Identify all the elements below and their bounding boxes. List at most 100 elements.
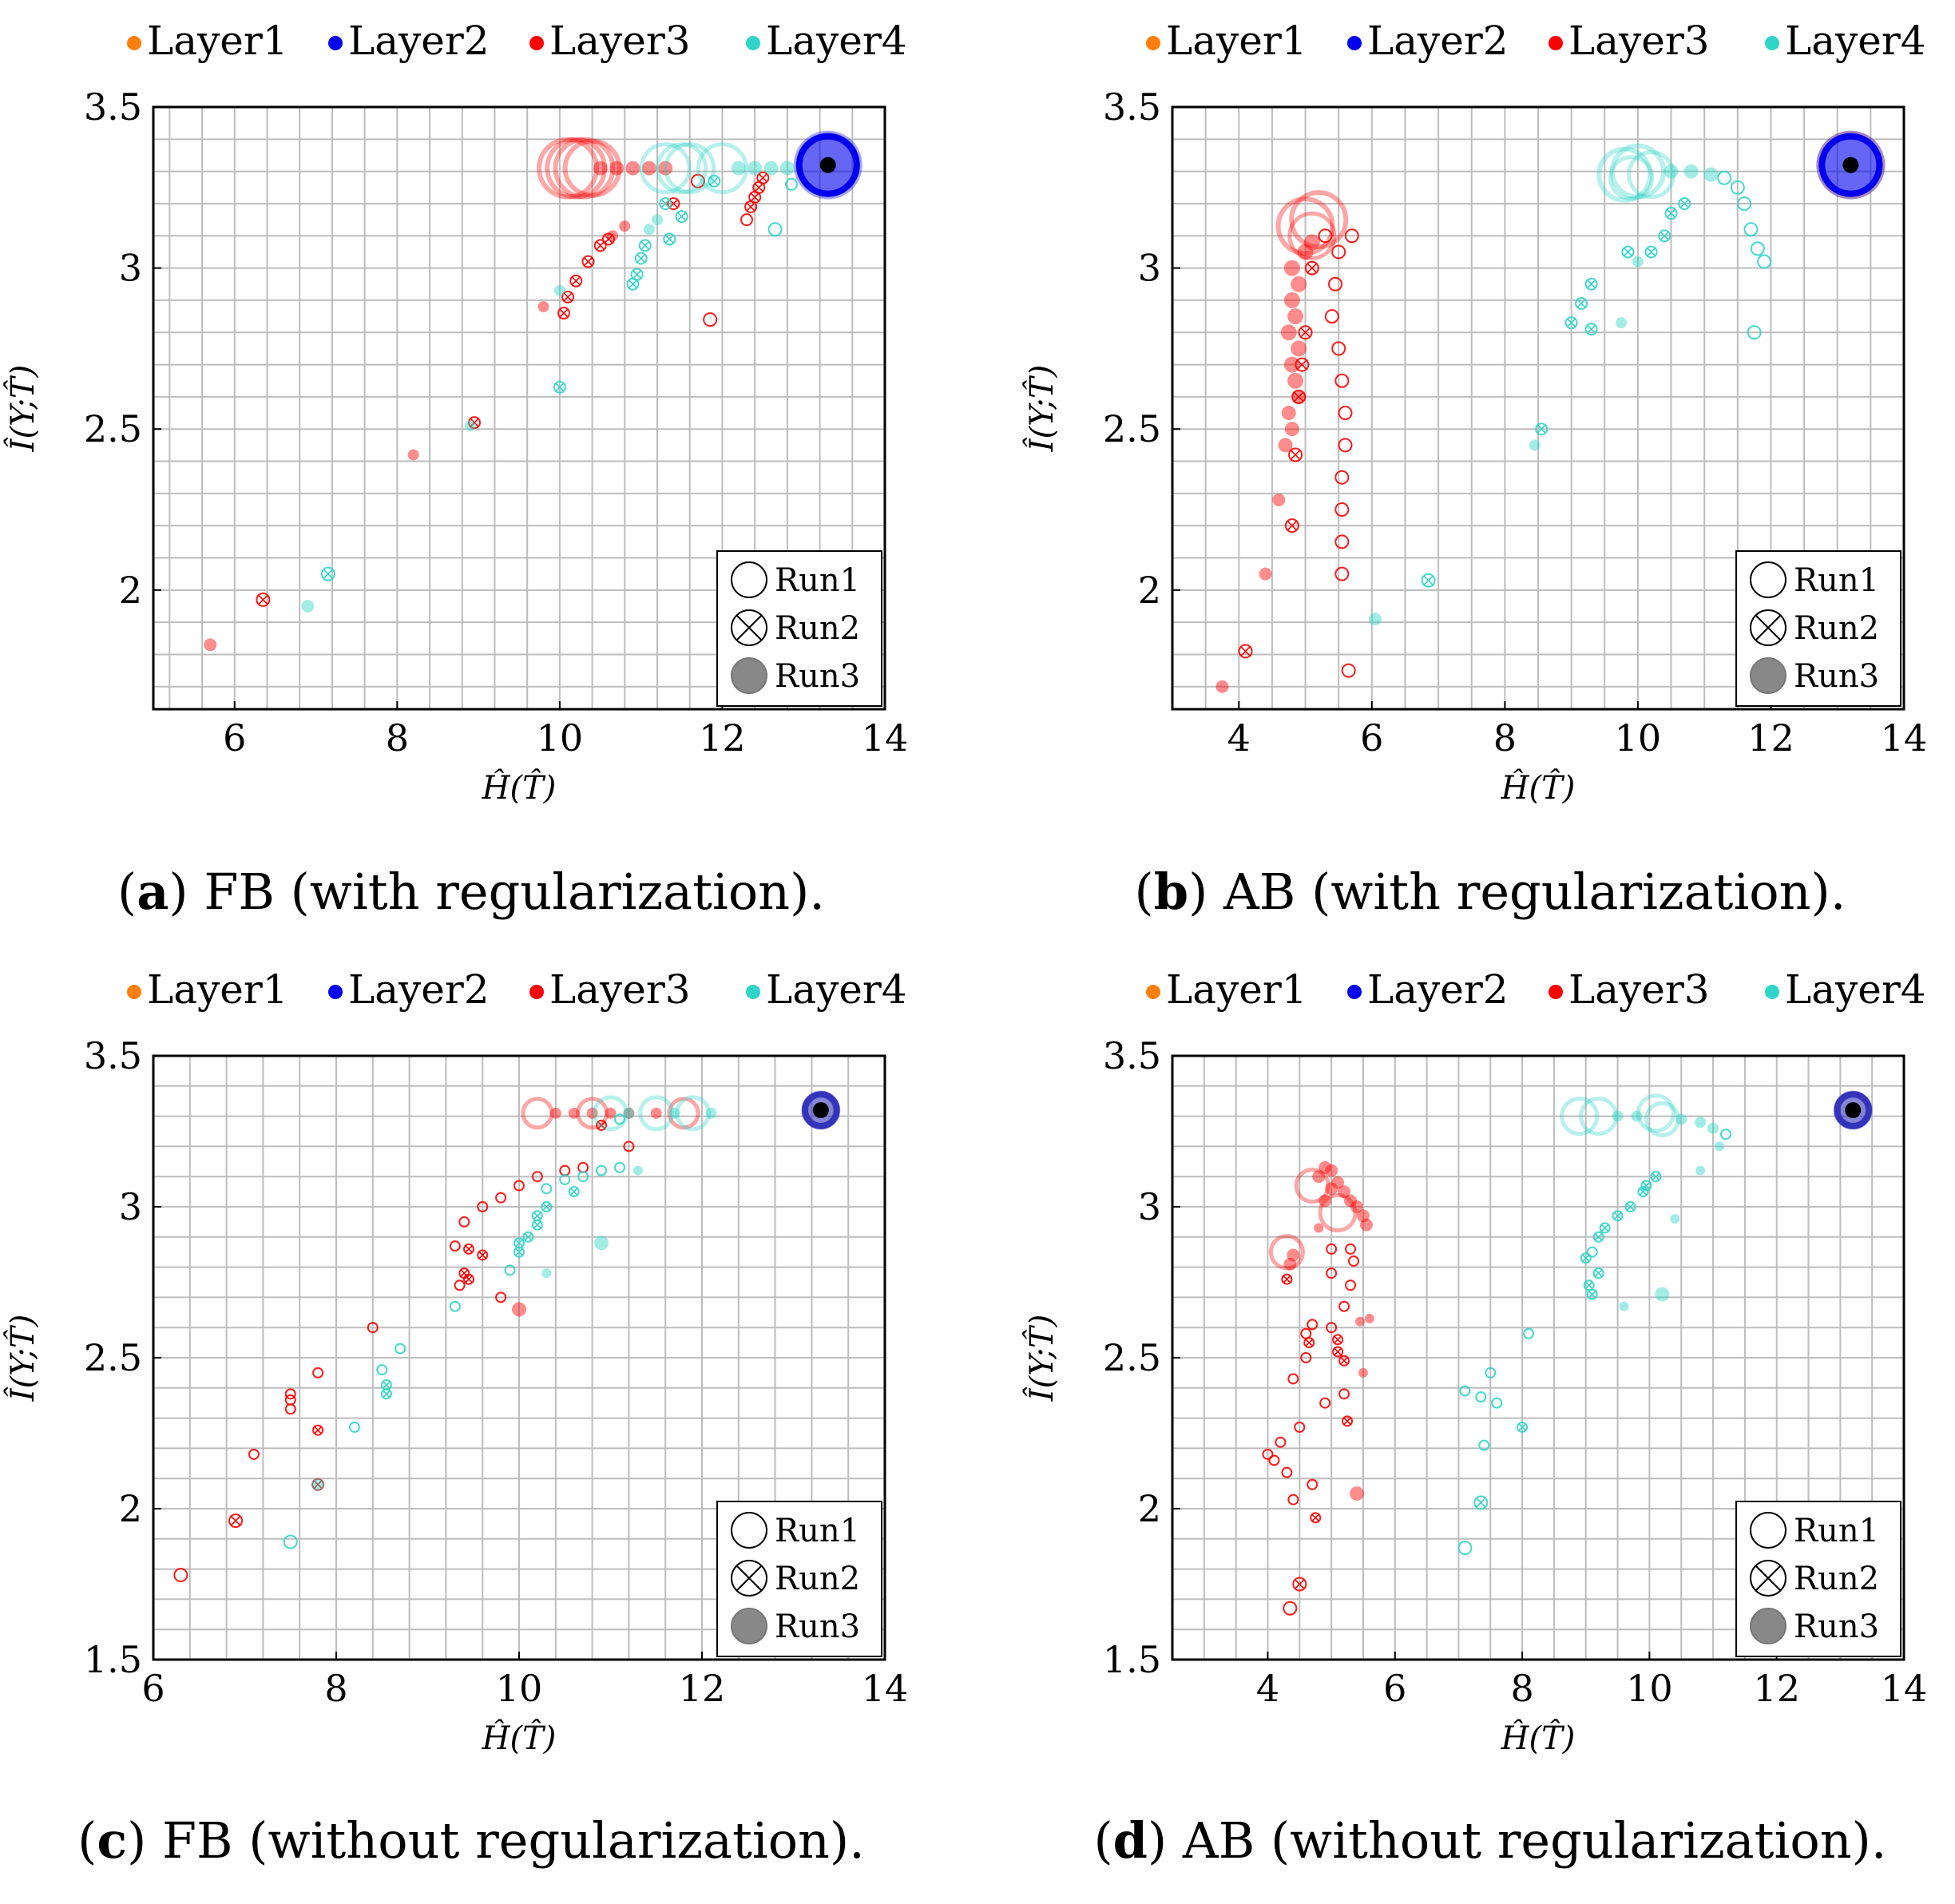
data-point (1287, 211, 1337, 260)
data-point (1338, 438, 1353, 453)
legend-label: Layer2 (1367, 18, 1509, 64)
caption-paren-close: ) (169, 863, 188, 921)
data-point (1326, 1267, 1338, 1279)
data-point (663, 232, 676, 246)
caption-paren-open: ( (1093, 1811, 1112, 1870)
data-point (380, 1388, 392, 1400)
data-point (1421, 573, 1436, 588)
data-point (1334, 534, 1350, 549)
x-axis: 4 6 8 10 12 14 Ĥ(T̂) (1256, 1652, 1927, 1757)
layer-legend: Layer1 Layer2 Layer3 Layer4 (127, 18, 907, 64)
data-point (1564, 316, 1578, 330)
data-point (1359, 1218, 1373, 1232)
data-point (623, 1140, 635, 1152)
run-legend-item: Run2 (731, 609, 860, 647)
data-point (1609, 143, 1666, 200)
end-marker-center (1845, 1102, 1862, 1119)
data-point (1310, 1512, 1322, 1524)
caption-paren-close: ) (1148, 1811, 1167, 1870)
data-point (1283, 1257, 1297, 1271)
y-axis: 2 2.5 3 3.5 Î(Y;T̂) (4, 85, 161, 612)
data-point (1338, 1355, 1350, 1367)
data-point (1332, 1334, 1344, 1346)
x-tick-label: 6 (223, 716, 246, 760)
data-point (1517, 1421, 1529, 1433)
data-point (1303, 1337, 1315, 1349)
legend-label: Layer1 (147, 18, 288, 64)
run-legend-label: Run2 (775, 1561, 860, 1597)
x-tick-label: 12 (679, 1667, 726, 1710)
chart-panel-b: 4 6 8 10 12 14Ĥ(T̂)22.533.5Î(Y;T̂)Layer1 Layer… (1023, 18, 1927, 921)
data-point (675, 1095, 712, 1132)
data-point (1303, 234, 1320, 251)
data-point (1621, 245, 1635, 259)
data-point (1344, 1194, 1358, 1208)
data-point (1268, 1234, 1305, 1271)
data-point (562, 138, 622, 198)
data-point (367, 1322, 379, 1334)
data-point (1730, 180, 1745, 195)
legend-item-Layer4: Layer4 (1765, 966, 1926, 1013)
legend-label: Layer2 (348, 18, 490, 64)
legend-label: Layer4 (766, 18, 907, 64)
data-point (639, 142, 692, 195)
data-point (495, 1291, 507, 1303)
data-point (553, 380, 566, 394)
legend-marker (529, 36, 544, 50)
data-point (1334, 502, 1350, 518)
data-point (541, 1201, 553, 1212)
series-Layer3 (1215, 190, 1359, 693)
series-Layer3 (173, 1097, 700, 1583)
data-point (1319, 1397, 1331, 1409)
data-point (1612, 1110, 1624, 1122)
caption-letter: b (1154, 863, 1188, 921)
legend-marker (1549, 36, 1563, 50)
run-legend-item: Run2 (1750, 1560, 1879, 1597)
run-legend-item: Run3 (1750, 657, 1879, 695)
run-legend: Run1 Run2 Run3 (716, 550, 882, 707)
caption-paren-open: ( (77, 1811, 97, 1870)
data-point (1616, 317, 1628, 329)
data-point (1300, 1352, 1312, 1363)
data-point (1338, 1185, 1351, 1199)
data-point (559, 1173, 571, 1185)
legend-item-Layer2: Layer2 (328, 966, 490, 1013)
series-Layer4 (1457, 1093, 1731, 1556)
x-tick-label: 8 (386, 716, 409, 760)
data-point (248, 1448, 260, 1460)
data-point (634, 252, 648, 265)
data-point (756, 171, 770, 184)
x-tick-label: 12 (1753, 1667, 1800, 1710)
data-point (1291, 340, 1307, 357)
y-axis-label: Î(Y;T̂) (1023, 1315, 1061, 1402)
y-tick-label: 1.5 (84, 1638, 142, 1681)
data-point (553, 137, 616, 200)
data-point (376, 1364, 388, 1376)
data-point (703, 312, 718, 327)
data-point (632, 1165, 643, 1176)
run-legend-item: Run3 (731, 1608, 860, 1645)
layer-legend: Layer1 Layer2 Layer3 Layer4 (127, 966, 907, 1013)
data-point (1644, 245, 1658, 259)
data-point (656, 142, 708, 195)
layer-legend: Layer1 Layer2 Layer3 Layer4 (1146, 966, 1926, 1013)
run-legend-item: Run3 (731, 657, 860, 695)
data-point (1272, 493, 1286, 506)
legend-item-Layer1: Layer1 (127, 18, 288, 64)
data-point (568, 1186, 580, 1198)
data-point (541, 1183, 553, 1195)
data-point (1287, 308, 1304, 325)
data-point (1341, 663, 1356, 678)
y-axis-label: Î(Y;T̂) (4, 365, 42, 453)
data-point (1750, 241, 1765, 256)
data-point (1640, 1180, 1652, 1192)
run-legend-label: Run2 (1794, 1561, 1879, 1597)
x-tick-label: 4 (1256, 1667, 1279, 1710)
data-point (619, 220, 631, 232)
data-point (512, 1302, 526, 1317)
y-tick-label: 3 (1138, 1185, 1161, 1228)
y-tick-label: 2.5 (1103, 1336, 1161, 1379)
legend-marker (746, 985, 760, 999)
data-point (1287, 1373, 1299, 1385)
